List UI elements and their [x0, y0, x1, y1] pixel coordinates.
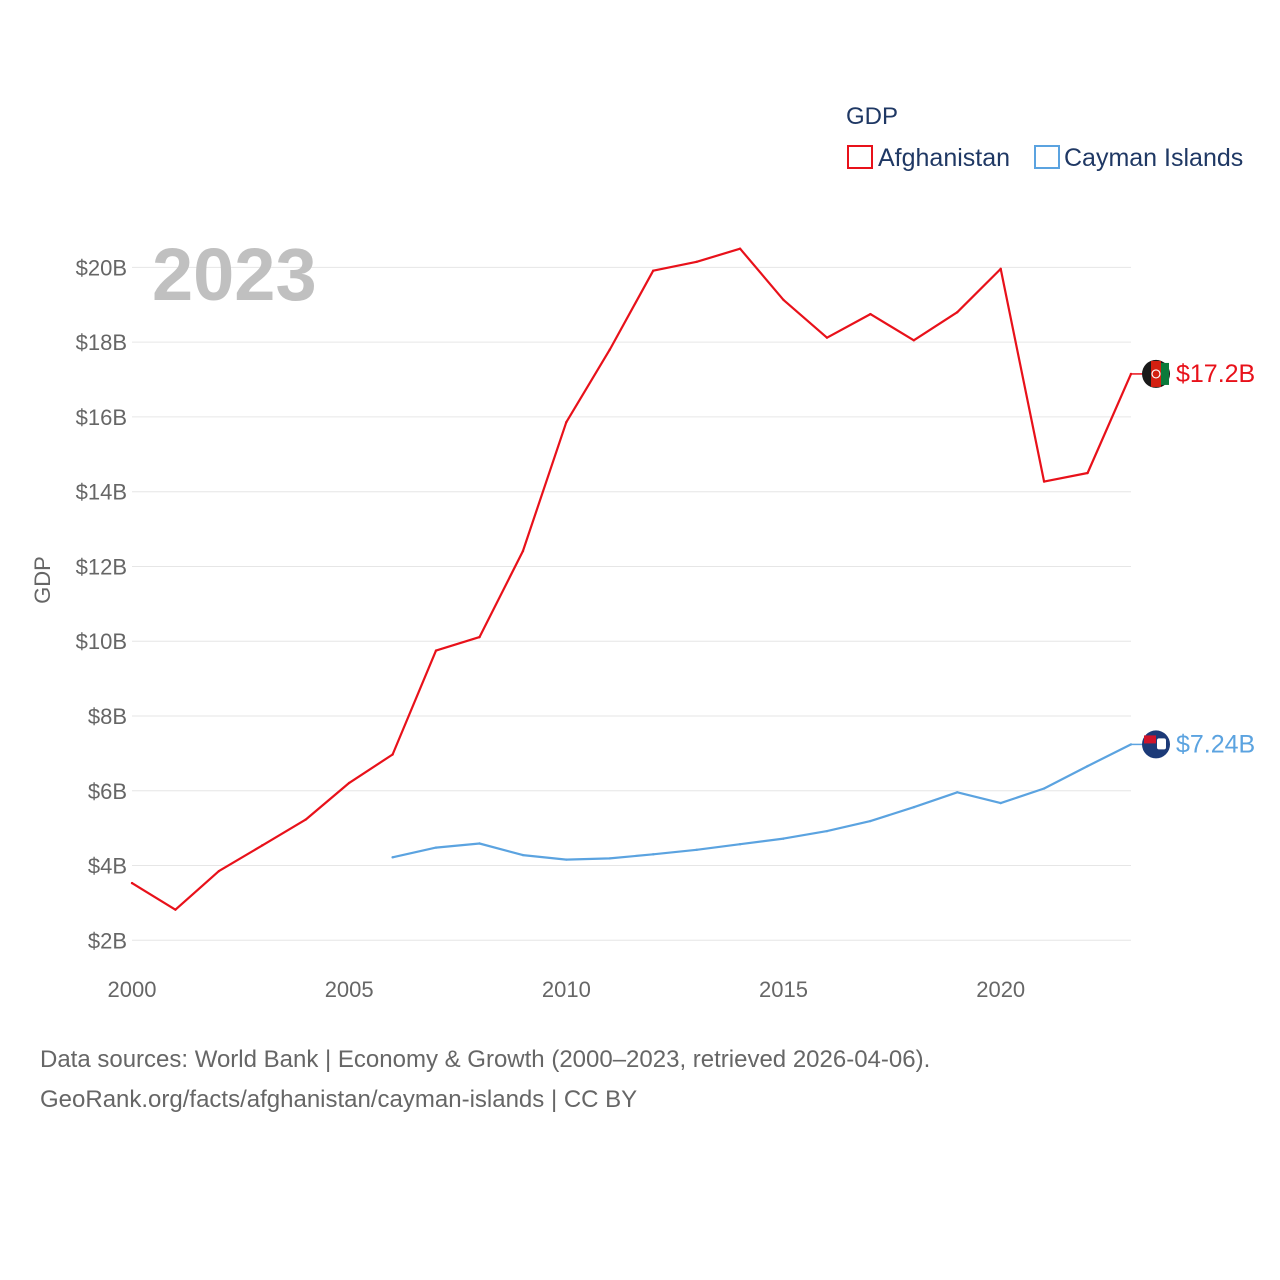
- data-point-afghanistan: [825, 336, 829, 339]
- data-point-afghanistan: [738, 247, 742, 250]
- legend-label-afghanistan[interactable]: Afghanistan: [878, 144, 1010, 172]
- x-tick-label: 2015: [759, 977, 808, 1002]
- data-point-afghanistan: [347, 781, 351, 785]
- data-point-cayman-islands: [1086, 764, 1089, 768]
- data-point-cayman-islands: [652, 853, 655, 856]
- y-tick-label: $14B: [76, 480, 127, 505]
- legend: GDP Afghanistan Cayman Islands: [846, 103, 1243, 172]
- y-axis-label: GDP: [30, 556, 55, 604]
- data-point-afghanistan: [304, 818, 307, 821]
- data-point-afghanistan: [869, 312, 872, 316]
- data-point-cayman-islands: [695, 848, 698, 852]
- y-tick-label: $20B: [76, 255, 127, 280]
- legend-swatch-cayman-islands[interactable]: [1034, 145, 1060, 169]
- y-tick-label: $6B: [88, 779, 127, 804]
- x-tick-label: 2000: [108, 977, 157, 1002]
- x-tick-label: 2010: [542, 977, 591, 1002]
- y-tick-label: $16B: [76, 405, 127, 430]
- data-point-cayman-islands: [521, 853, 525, 857]
- x-tick-label: 2005: [325, 977, 374, 1002]
- data-point-cayman-islands: [738, 843, 742, 846]
- flag-emblem-afghanistan: [1151, 369, 1161, 379]
- series-line-cayman-islands: [392, 743, 1132, 861]
- end-value-label-afghanistan: $17.2B: [1176, 360, 1255, 388]
- data-point-afghanistan: [652, 269, 655, 272]
- series-end-markers: $17.2B $7.24B: [1131, 359, 1255, 759]
- flag-shield-cayman-islands: [1157, 738, 1166, 750]
- data-point-cayman-islands: [782, 837, 785, 840]
- data-point-cayman-islands: [608, 857, 611, 860]
- data-point-cayman-islands: [391, 856, 394, 859]
- y-tick-label: $10B: [76, 629, 127, 654]
- data-point-afghanistan: [1086, 471, 1089, 475]
- data-point-cayman-islands: [912, 806, 916, 809]
- data-point-afghanistan: [565, 420, 568, 424]
- data-point-cayman-islands: [825, 829, 829, 833]
- data-point-afghanistan: [608, 348, 611, 351]
- end-value-label-cayman-islands: $7.24B: [1176, 730, 1255, 758]
- grid-lines: [132, 266, 1131, 941]
- x-axis-ticks: 2000 2005 2010 2015 2020: [108, 977, 1026, 1002]
- data-point-afghanistan: [174, 908, 177, 911]
- data-point-afghanistan: [130, 881, 134, 885]
- legend-label-cayman-islands[interactable]: Cayman Islands: [1064, 144, 1243, 172]
- data-point-afghanistan: [999, 267, 1002, 271]
- legend-swatch-afghanistan[interactable]: [847, 145, 873, 169]
- data-point-afghanistan: [261, 844, 264, 847]
- data-point-afghanistan: [956, 311, 959, 314]
- data-point-afghanistan: [478, 635, 481, 639]
- data-point-afghanistan: [912, 339, 916, 342]
- data-point-afghanistan: [1042, 480, 1046, 483]
- data-point-cayman-islands: [956, 791, 959, 794]
- y-tick-label: $8B: [88, 704, 127, 729]
- data-point-cayman-islands: [999, 801, 1002, 805]
- series-line-afghanistan: [131, 247, 1133, 911]
- data-point-cayman-islands: [869, 819, 872, 823]
- legend-title: GDP: [846, 103, 898, 130]
- data-point-afghanistan: [434, 649, 438, 652]
- flag-stripe-afghanistan: [1151, 360, 1161, 387]
- data-point-cayman-islands: [434, 846, 438, 849]
- year-watermark: 2023: [152, 233, 317, 316]
- flag-canton-cayman-islands: [1144, 735, 1156, 744]
- data-point-cayman-islands: [565, 858, 568, 861]
- y-tick-label: $2B: [88, 928, 127, 953]
- series-lines: [130, 247, 1133, 911]
- y-tick-label: $4B: [88, 854, 127, 879]
- data-point-cayman-islands: [478, 842, 481, 845]
- data-point-afghanistan: [521, 549, 525, 553]
- y-tick-label: $12B: [76, 554, 127, 579]
- data-source-footer: Data sources: World Bank | Economy & Gro…: [40, 1040, 930, 1120]
- source-line-1: Data sources: World Bank | Economy & Gro…: [40, 1046, 931, 1073]
- source-line-2: GeoRank.org/facts/afghanistan/cayman-isl…: [40, 1086, 638, 1113]
- flag-stripe-green-afghanistan: [1161, 362, 1169, 385]
- y-axis-ticks: $2B $4B $6B $8B $10B $12B $14B $16B $18B $20B: [76, 255, 127, 953]
- data-point-afghanistan: [695, 260, 698, 263]
- data-point-afghanistan: [217, 869, 221, 873]
- y-tick-label: $18B: [76, 330, 127, 355]
- x-tick-label: 2020: [976, 977, 1025, 1002]
- data-point-afghanistan: [391, 753, 394, 756]
- data-point-cayman-islands: [1042, 787, 1046, 790]
- data-point-afghanistan: [782, 298, 785, 302]
